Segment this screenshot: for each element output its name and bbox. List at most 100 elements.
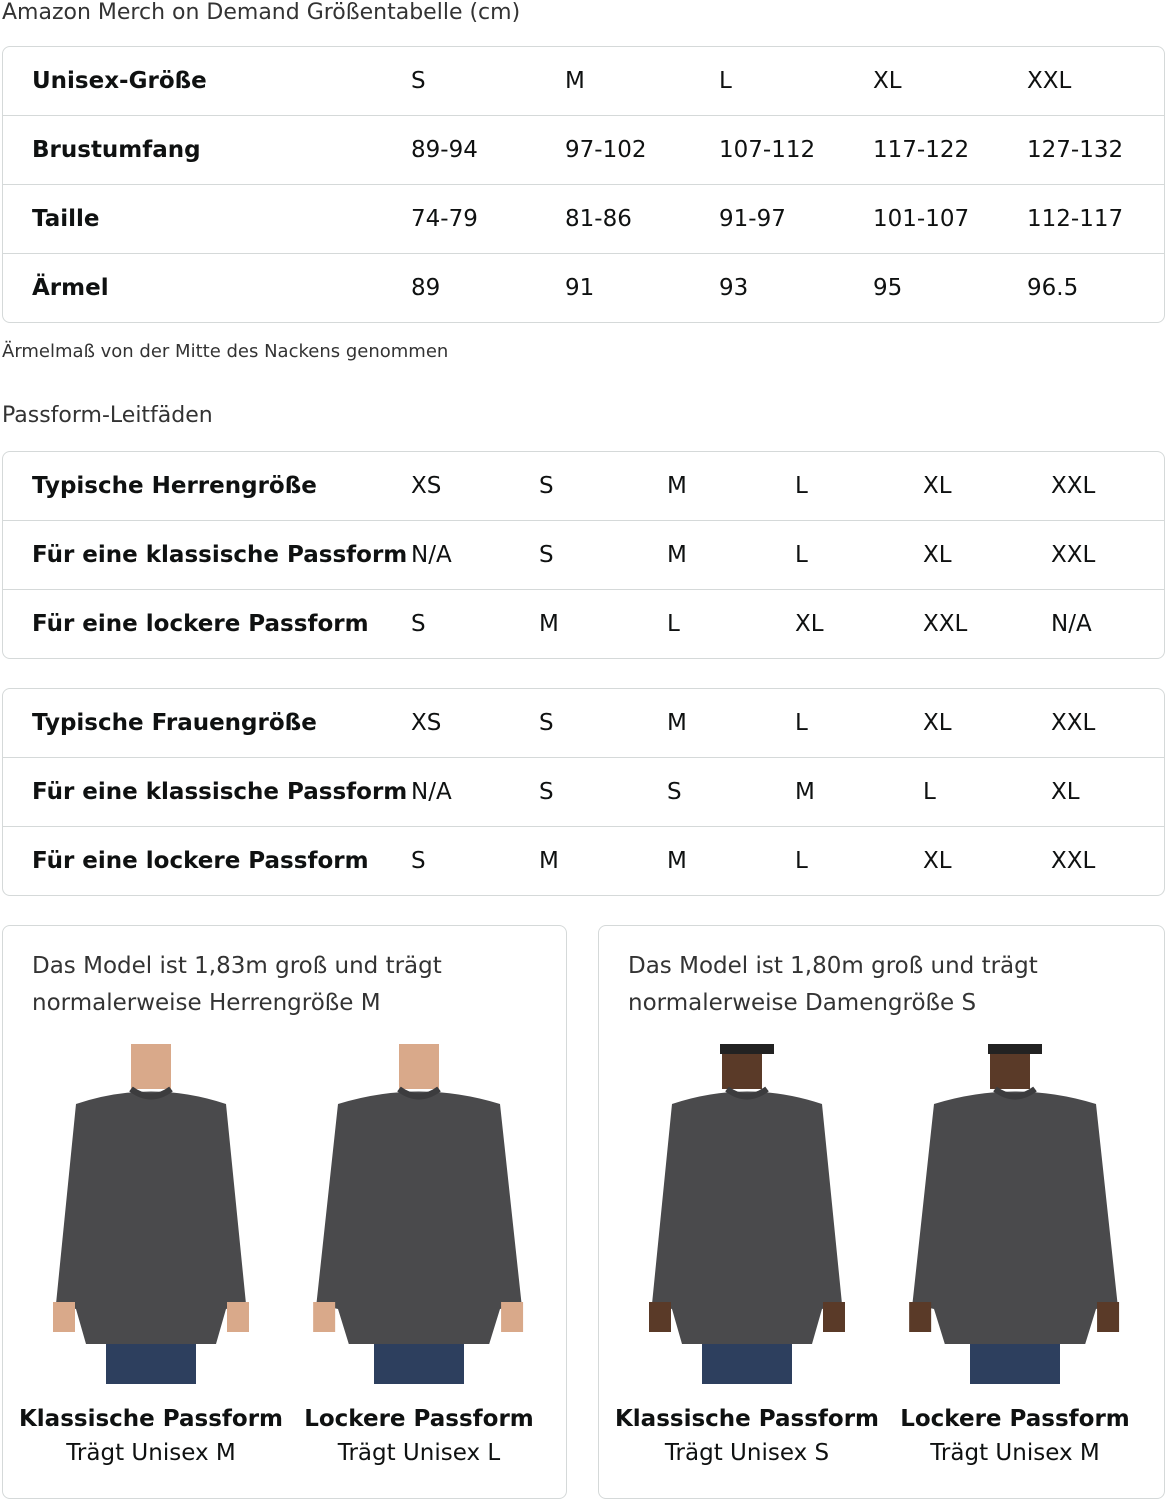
cell: XS [411,710,442,736]
cell: S [539,779,554,805]
women-model-card: Das Model ist 1,80m groß und trägt norma… [598,925,1165,1499]
cell: L [795,473,808,499]
cell: L [795,542,808,568]
cell: S [411,611,426,637]
cell: L [795,848,808,874]
fit-size: Trägt Unisex L [337,1440,501,1466]
cell: M [565,68,585,94]
model-photo [304,1044,534,1384]
fit-guide-title: Passform-Leitfäden [2,403,213,428]
cell: L [667,611,680,637]
cell: 91-97 [719,206,786,232]
row-label: Für eine klassische Passform [32,542,408,568]
cell: XL [795,611,824,637]
cell: XL [923,473,952,499]
fit-title: Klassische Passform [18,1406,284,1432]
row-label: Unisex-Größe [32,68,207,94]
model-caption: Das Model ist 1,83m groß und trägt norma… [32,953,442,1016]
row-label: Ärmel [32,275,109,301]
cell: XL [873,68,902,94]
cell: 81-86 [565,206,632,232]
cell: S [411,68,426,94]
model-photo [36,1044,266,1384]
cell: L [719,68,732,94]
men-fit-table: Typische Herrengröße XS S M L XL XXL Für eine k… [2,451,1165,659]
cell: 91 [565,275,595,301]
fit-title: Klassische Passform [614,1406,880,1432]
cell: S [411,848,426,874]
cell: XXL [923,611,968,637]
cell: N/A [411,542,452,568]
cell: 101-107 [873,206,970,232]
cell: M [539,611,559,637]
cell: XXL [1051,848,1096,874]
cell: XXL [1051,710,1096,736]
fit-title: Lockere Passform [304,1406,534,1432]
row-label: Typische Frauengröße [32,710,317,736]
fit-label: Lockere Passform Trägt Unisex M [880,1406,1150,1466]
cell: N/A [1051,611,1092,637]
fit-size: Trägt Unisex M [930,1440,1100,1466]
fit-title: Lockere Passform [900,1406,1130,1432]
cell: 89-94 [411,137,478,163]
cell: M [539,848,559,874]
row-label: Typische Herrengröße [32,473,317,499]
cell: XL [923,710,952,736]
cell: 107-112 [719,137,816,163]
fit-size: Trägt Unisex S [664,1440,830,1466]
table-row: Typische Herrengröße XS S M L XL XXL [3,452,1164,520]
cell: N/A [411,779,452,805]
men-model-card: Das Model ist 1,83m groß und trägt norma… [2,925,567,1499]
cell: XL [923,848,952,874]
cell: 112-117 [1027,206,1124,232]
row-label: Für eine lockere Passform [32,611,369,637]
table-row: Ärmel 89 91 93 95 96.5 [3,253,1164,322]
row-label: Für eine klassische Passform [32,779,408,805]
table-row: Typische Frauengröße XS S M L XL XXL [3,689,1164,757]
fit-label: Lockere Passform Trägt Unisex L [284,1406,554,1466]
cell: 93 [719,275,749,301]
row-label: Für eine lockere Passform [32,848,369,874]
cell: M [667,542,687,568]
cell: XXL [1051,473,1096,499]
unisex-size-table: Unisex-Größe S M L XL XXL Brustumfang 89-94 97-1… [2,46,1165,323]
cell: XL [923,542,952,568]
cell: 117-122 [873,137,970,163]
table-row: Für eine klassische Passform N/A S S M L XL [3,757,1164,826]
cell: S [539,710,554,736]
fit-label: Klassische Passform Trägt Unisex S [612,1406,882,1466]
table-row: Unisex-Größe S M L XL XXL [3,47,1164,115]
table-row: Für eine klassische Passform N/A S M L XL XXL [3,520,1164,589]
model-caption: Das Model ist 1,80m groß und trägt norma… [628,953,1038,1016]
cell: 96.5 [1027,275,1079,301]
model-photo [900,1044,1130,1384]
women-fit-table: Typische Frauengröße XS S M L XL XXL Für eine k… [2,688,1165,896]
cell: L [923,779,936,805]
cell: M [667,473,687,499]
model-photo [632,1044,862,1384]
cell: S [539,473,554,499]
cell: M [667,848,687,874]
cell: M [795,779,815,805]
fit-label: Klassische Passform Trägt Unisex M [16,1406,286,1466]
cell: XS [411,473,442,499]
cell: S [539,542,554,568]
cell: M [667,710,687,736]
fit-size: Trägt Unisex M [66,1440,236,1466]
table-row: Für eine lockere Passform S M M L XL XXL [3,826,1164,895]
row-label: Taille [32,206,100,232]
cell: 74-79 [411,206,478,232]
page-title: Amazon Merch on Demand Größentabelle (cm… [2,0,521,25]
table-row: Für eine lockere Passform S M L XL XXL N/A [3,589,1164,658]
row-label: Brustumfang [32,137,201,163]
table-row: Taille 74-79 81-86 91-97 101-107 112-117 [3,184,1164,253]
cell: XL [1051,779,1080,805]
cell: 97-102 [565,137,647,163]
cell: L [795,710,808,736]
cell: XXL [1051,542,1096,568]
cell: S [667,779,682,805]
cell: 89 [411,275,441,301]
sleeve-note: Ärmelmaß von der Mitte des Nackens genom… [2,341,449,362]
cell: XXL [1027,68,1072,94]
cell: 95 [873,275,903,301]
